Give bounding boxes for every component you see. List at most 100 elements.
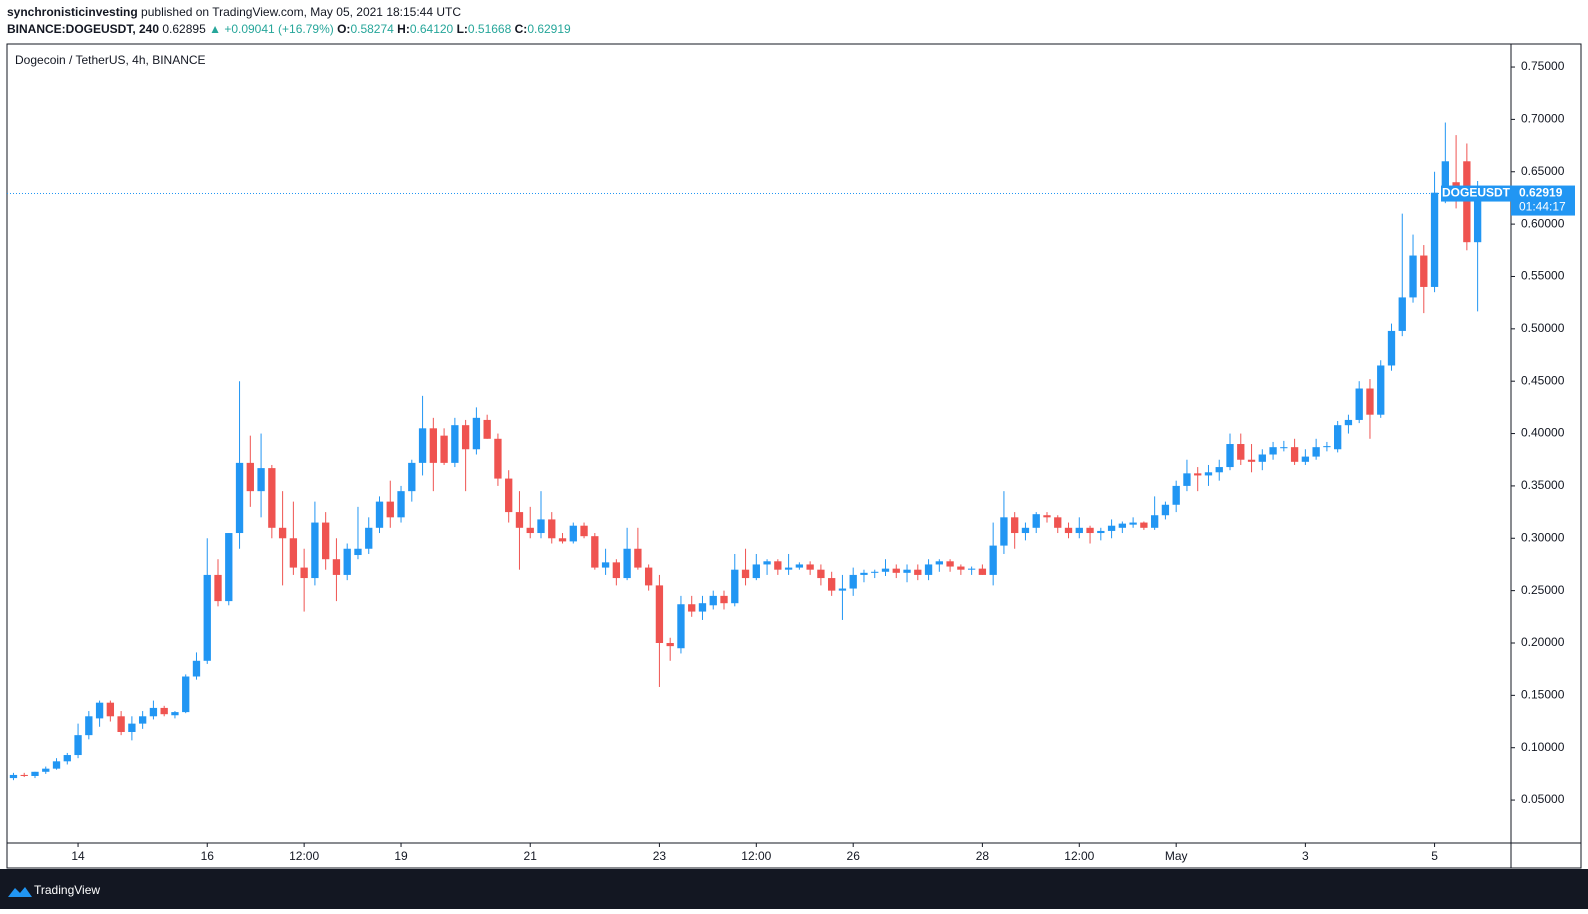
y-tick-label: 0.35000 bbox=[1521, 478, 1565, 492]
candle-body bbox=[311, 522, 319, 579]
candle-body bbox=[1334, 425, 1342, 450]
candle-body bbox=[235, 462, 244, 534]
x-tick-label: 21 bbox=[524, 849, 538, 863]
candle-body bbox=[461, 425, 470, 450]
candle-body bbox=[1097, 530, 1105, 534]
candle-body bbox=[612, 562, 621, 579]
candle-body bbox=[52, 761, 61, 769]
candle-body bbox=[1150, 515, 1159, 528]
h-label: H: bbox=[397, 22, 410, 36]
candle-body bbox=[300, 567, 308, 579]
y-tick-label: 0.30000 bbox=[1521, 530, 1565, 544]
candle-body bbox=[666, 642, 674, 647]
candle-body bbox=[1183, 473, 1191, 486]
candle-body bbox=[1107, 525, 1116, 531]
candle-body bbox=[784, 567, 793, 570]
candle-body bbox=[505, 478, 513, 513]
candle-body bbox=[95, 702, 104, 719]
candle-body bbox=[408, 462, 416, 492]
candle-body bbox=[365, 527, 373, 549]
candle-body bbox=[1441, 161, 1449, 193]
candle-body bbox=[1355, 388, 1363, 420]
candle-body bbox=[1387, 330, 1396, 366]
x-tick-label: 14 bbox=[71, 849, 85, 863]
candle-body bbox=[677, 604, 685, 649]
countdown: 01:44:17 bbox=[1519, 200, 1566, 214]
x-tick-label: May bbox=[1165, 849, 1188, 863]
candle-body bbox=[440, 435, 448, 463]
candle-body bbox=[741, 569, 750, 579]
candle-body bbox=[182, 676, 190, 713]
x-tick-label: 5 bbox=[1431, 849, 1438, 863]
price-tag-label: 0.62919 bbox=[1519, 186, 1563, 200]
candle-body bbox=[838, 588, 847, 591]
symbol-tag bbox=[1441, 185, 1511, 202]
candle-body bbox=[278, 527, 287, 539]
x-tick-label: 12:00 bbox=[1064, 849, 1094, 863]
author: synchronisticinvesting bbox=[7, 5, 138, 19]
candle-body bbox=[1000, 517, 1008, 546]
candle-body bbox=[1204, 472, 1213, 476]
candle-body bbox=[935, 561, 943, 565]
y-tick-label: 0.70000 bbox=[1521, 112, 1565, 126]
candle-body bbox=[268, 468, 276, 528]
candle-body bbox=[1172, 485, 1180, 505]
candle-body bbox=[1312, 447, 1320, 457]
candle-body bbox=[989, 545, 997, 575]
c-label: C: bbox=[515, 22, 528, 36]
candle-body bbox=[386, 501, 394, 518]
candle-body bbox=[634, 548, 642, 568]
candle-body bbox=[569, 525, 577, 542]
candle-body bbox=[451, 425, 459, 463]
candle-body bbox=[289, 538, 298, 568]
candle-body bbox=[214, 574, 222, 602]
candle-body bbox=[31, 771, 39, 776]
candle-body bbox=[731, 569, 739, 604]
y-tick-label: 0.45000 bbox=[1521, 373, 1565, 387]
candle-body bbox=[1011, 517, 1019, 534]
candle-body bbox=[257, 468, 265, 492]
candle-body bbox=[655, 585, 664, 643]
candle-body bbox=[709, 595, 717, 606]
candle-body bbox=[1043, 515, 1051, 518]
candle-body bbox=[106, 702, 115, 717]
header-line-2: BINANCE:DOGEUSDT, 240 0.62895 ▲ +0.09041… bbox=[7, 22, 571, 36]
candle-body bbox=[1323, 446, 1331, 448]
candle-body bbox=[849, 574, 857, 589]
brand-logo bbox=[8, 887, 32, 897]
candle-body bbox=[591, 536, 599, 568]
o-value: 0.58274 bbox=[350, 22, 394, 36]
price-tag bbox=[1511, 185, 1575, 216]
candle-body bbox=[1129, 522, 1137, 525]
candle-body bbox=[537, 519, 545, 534]
candle-body bbox=[1054, 517, 1062, 528]
candle-body bbox=[343, 548, 351, 575]
candle-body bbox=[752, 564, 760, 579]
candle-body bbox=[149, 707, 158, 717]
candle-body bbox=[1398, 297, 1406, 331]
candle-body bbox=[494, 438, 502, 479]
candle-body bbox=[74, 735, 82, 756]
candle-body bbox=[332, 559, 341, 575]
candle-body bbox=[128, 723, 136, 732]
candle-body bbox=[322, 522, 330, 560]
y-tick-label: 0.55000 bbox=[1521, 269, 1565, 283]
candle-body bbox=[1301, 456, 1310, 462]
candle-body bbox=[806, 564, 814, 570]
candle-body bbox=[924, 564, 933, 575]
candle-body bbox=[1344, 419, 1353, 426]
y-tick-label: 0.75000 bbox=[1521, 59, 1565, 73]
candle-body bbox=[644, 567, 653, 586]
x-tick-label: 19 bbox=[394, 849, 408, 863]
candle-body bbox=[526, 527, 534, 534]
candle-body bbox=[192, 660, 201, 677]
candle-body bbox=[9, 774, 18, 779]
chart-frame bbox=[6, 43, 1582, 869]
candle-body bbox=[601, 562, 610, 568]
candle-body bbox=[1194, 473, 1202, 476]
y-tick-label: 0.20000 bbox=[1521, 635, 1565, 649]
candle-body bbox=[117, 716, 125, 732]
candle-body bbox=[20, 774, 28, 776]
candle-body bbox=[1430, 192, 1439, 287]
